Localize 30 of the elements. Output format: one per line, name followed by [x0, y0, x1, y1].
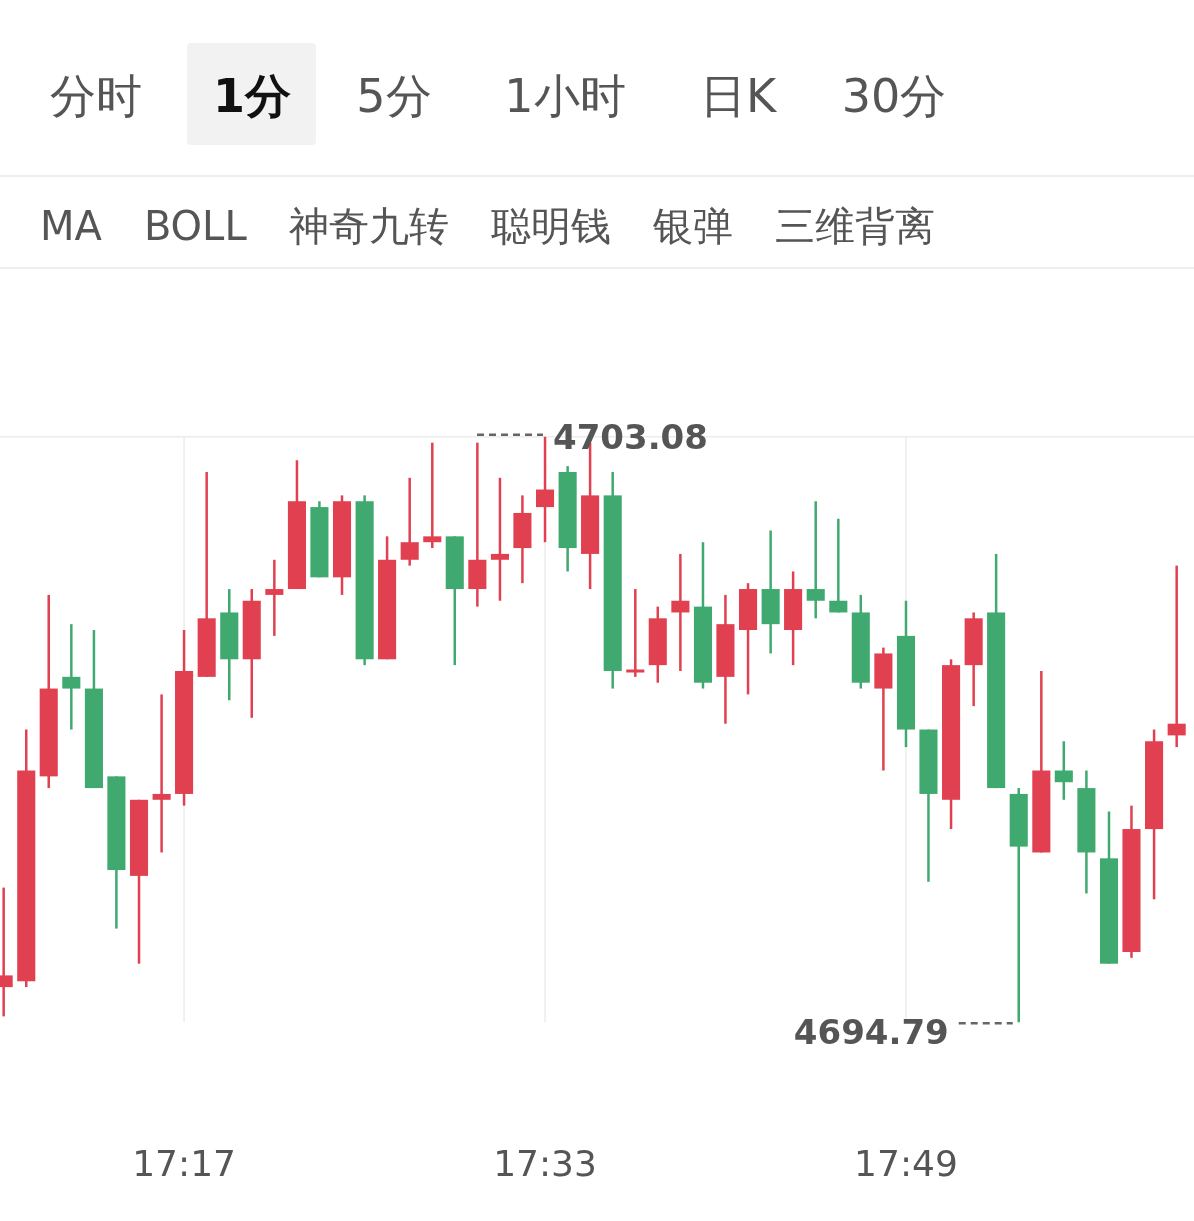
- text: 聪明钱: [490, 203, 611, 249]
- candlestick: [400, 476, 419, 567]
- x-tick-label: 17:33: [493, 1143, 597, 1184]
- candlestick: [671, 552, 690, 673]
- candlestick: [626, 587, 645, 679]
- candlestick: [1167, 564, 1186, 749]
- text: MA: [40, 203, 103, 249]
- candlestick: [829, 517, 848, 614]
- text: 三维背离: [774, 203, 935, 249]
- candlestick: [1054, 740, 1073, 802]
- candlestick: [423, 441, 442, 550]
- candlestick: [490, 476, 509, 602]
- x-tick-label: 17:49: [854, 1143, 958, 1184]
- text: 日K: [699, 69, 778, 123]
- annotation: 4694.79: [793, 1012, 949, 1053]
- text: 银弹: [651, 203, 733, 249]
- text: 30分: [841, 69, 947, 123]
- text: 1分: [212, 69, 292, 123]
- candlestick: [806, 499, 825, 620]
- text: 分时: [50, 69, 142, 123]
- text: 5分: [356, 69, 432, 123]
- candlestick: [152, 693, 171, 854]
- x-tick-label: 17:17: [132, 1143, 236, 1184]
- candlestick: [265, 558, 284, 638]
- candlestick: [62, 622, 81, 731]
- text: 1小时: [504, 69, 626, 123]
- text: BOLL: [143, 203, 248, 249]
- candlestick: [535, 435, 555, 544]
- annotation: 4703.08: [553, 416, 708, 457]
- text: 神奇九转: [288, 203, 449, 249]
